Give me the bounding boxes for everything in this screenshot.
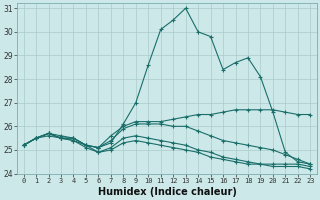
X-axis label: Humidex (Indice chaleur): Humidex (Indice chaleur) — [98, 187, 236, 197]
